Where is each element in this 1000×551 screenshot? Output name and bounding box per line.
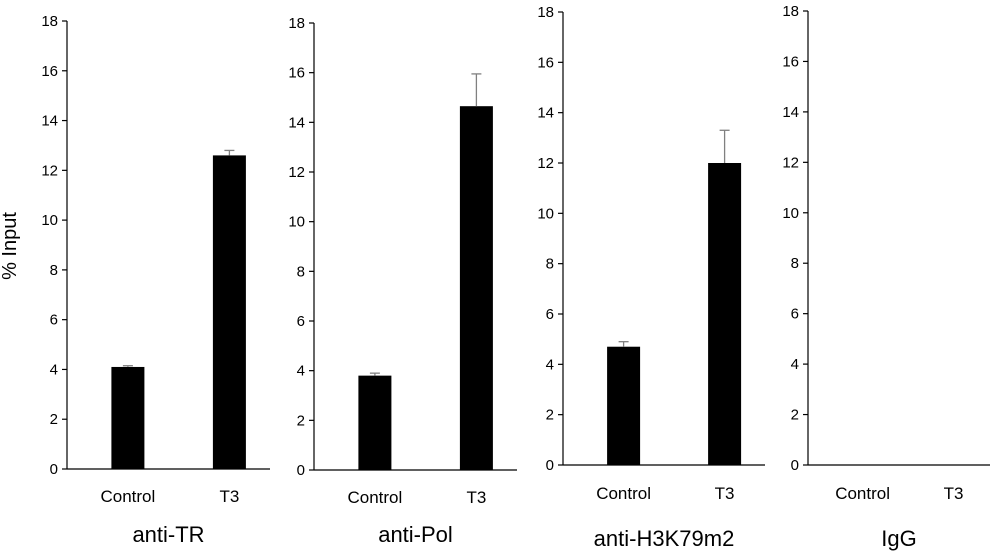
y-tick-label: 14 (41, 113, 58, 130)
panel-3: 0 2 4 6 8 10 12 14 16 18 Control T3 anti-H3K79m2 (537, 4, 765, 551)
bar-control (358, 375, 392, 470)
y-tick-label: 18 (782, 3, 799, 20)
bar-t3 (459, 106, 493, 471)
panel-1: 0 2 4 6 8 10 12 14 16 18 Control T3 anti-TR (41, 13, 270, 547)
panel-4: 0 2 4 6 8 10 12 14 16 18 Control T3 IgG (782, 3, 990, 551)
y-tick-label: 8 (50, 262, 58, 279)
y-tick-label: 8 (297, 263, 305, 280)
y-tick-label: 16 (41, 63, 58, 80)
y-tick-label: 4 (546, 356, 554, 373)
bar-control (111, 366, 145, 469)
y-tick-label: 18 (288, 15, 305, 32)
y-tick-label: 2 (791, 407, 799, 424)
panel-title: IgG (881, 526, 916, 551)
y-tick-label: 4 (791, 356, 799, 373)
y-tick-label: 0 (546, 457, 554, 474)
y-tick-label: 0 (791, 457, 799, 474)
panel-title: anti-Pol (378, 522, 453, 547)
y-tick-label: 12 (782, 154, 799, 171)
y-tick-label: 2 (50, 411, 58, 428)
y-tick-label: 6 (791, 306, 799, 323)
category-label: Control (835, 484, 890, 503)
y-tick-label: 14 (537, 105, 554, 122)
category-label: Control (347, 488, 402, 507)
y-tick-label: 18 (537, 4, 554, 21)
y-tick-label: 14 (288, 114, 305, 131)
panel-title: anti-TR (132, 522, 204, 547)
panel-title: anti-H3K79m2 (594, 526, 735, 551)
category-label: T3 (466, 488, 486, 507)
y-tick-label: 12 (537, 155, 554, 172)
y-tick-label: 12 (41, 162, 58, 179)
y-tick-label: 10 (537, 205, 554, 222)
y-tick-label: 10 (41, 212, 58, 229)
category-label: T3 (715, 484, 735, 503)
y-tick-label: 18 (41, 13, 58, 30)
y-tick-label: 4 (297, 363, 305, 380)
bar-control (607, 346, 641, 465)
category-label: T3 (219, 487, 239, 506)
bar-t3 (212, 155, 246, 469)
category-label: Control (596, 484, 651, 503)
y-tick-label: 16 (537, 54, 554, 71)
bar-t3 (708, 163, 742, 465)
y-tick-label: 4 (50, 361, 58, 378)
y-tick-label: 0 (297, 462, 305, 479)
y-tick-label: 16 (288, 65, 305, 82)
y-tick-label: 14 (782, 104, 799, 121)
y-tick-label: 6 (50, 312, 58, 329)
y-axis-title: % Input (0, 212, 21, 280)
y-tick-label: 0 (50, 461, 58, 478)
category-label: T3 (944, 484, 964, 503)
y-tick-label: 6 (297, 313, 305, 330)
y-tick-label: 12 (288, 164, 305, 181)
y-tick-label: 2 (297, 412, 305, 429)
y-tick-label: 8 (791, 255, 799, 272)
y-tick-label: 8 (546, 256, 554, 273)
y-tick-label: 6 (546, 306, 554, 323)
panel-2: 0 2 4 6 8 10 12 14 16 18 Control T3 anti-Pol (288, 15, 517, 547)
y-tick-label: 10 (782, 205, 799, 222)
y-tick-label: 10 (288, 214, 305, 231)
y-tick-label: 16 (782, 53, 799, 70)
category-label: Control (100, 487, 155, 506)
y-tick-label: 2 (546, 407, 554, 424)
